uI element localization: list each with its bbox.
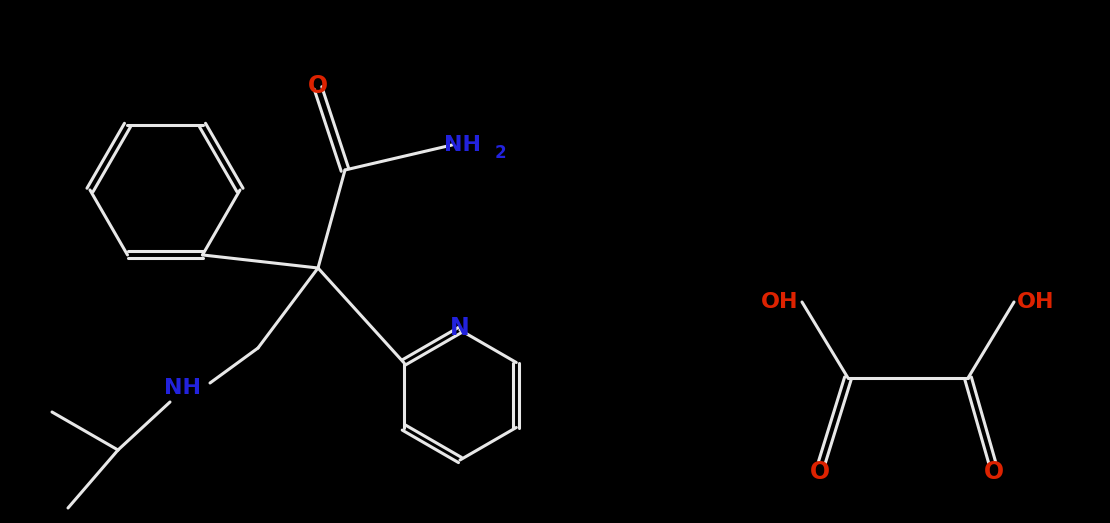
Text: O: O <box>983 460 1005 484</box>
Text: NH: NH <box>163 378 201 398</box>
Text: OH: OH <box>761 292 799 312</box>
Text: OH: OH <box>1017 292 1054 312</box>
Text: NH: NH <box>444 135 481 155</box>
Text: O: O <box>307 74 329 98</box>
Text: O: O <box>810 460 830 484</box>
Text: 2: 2 <box>494 144 506 162</box>
Text: N: N <box>451 316 470 340</box>
